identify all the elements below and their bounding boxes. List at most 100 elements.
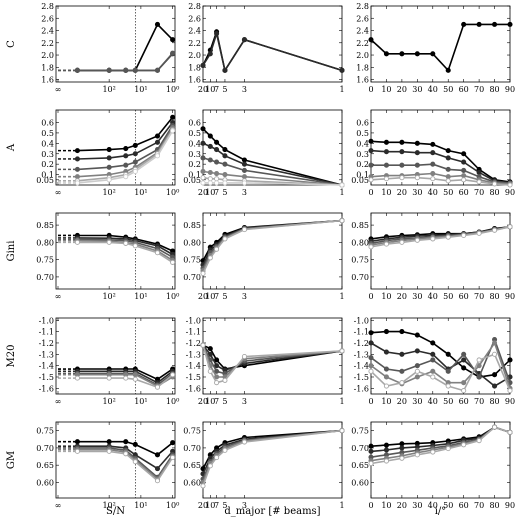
data-point [492, 340, 498, 346]
data-point [200, 342, 206, 348]
data-point [123, 67, 129, 73]
data-point [399, 239, 405, 245]
x-tick-label: 10 [381, 292, 391, 301]
data-point [414, 374, 420, 380]
data-point [399, 162, 405, 168]
data-point [414, 162, 420, 168]
x-tick-label: 60 [459, 397, 469, 406]
data-point [241, 161, 248, 167]
data-point [132, 159, 138, 165]
y-tick-label: 2.6 [188, 14, 201, 23]
x-tick-label: 50 [443, 501, 453, 510]
series-line [77, 440, 174, 456]
series-line [202, 344, 343, 375]
axes-frame [370, 109, 511, 186]
x-tick-label: 7 [214, 85, 219, 94]
data-point [222, 153, 228, 159]
data-point [430, 141, 436, 147]
y-tick-label: 0.80 [351, 238, 369, 247]
series-line [202, 30, 343, 73]
data-point [368, 340, 374, 346]
y-tick-label: 0.85 [183, 221, 201, 230]
data-point [241, 167, 248, 173]
y-tick-label: 0.75 [351, 427, 369, 436]
x-tick-label: 40 [428, 501, 438, 510]
data-point [383, 241, 389, 247]
x-tick-label: 3 [242, 501, 247, 510]
x-tick-label: ∞ [55, 85, 62, 94]
y-tick-label: 0.60 [36, 478, 54, 487]
data-point [445, 446, 451, 452]
x-tick-label: 10 [205, 292, 215, 301]
row-label: Gini [6, 241, 17, 262]
data-point [241, 439, 248, 445]
data-point [507, 388, 513, 394]
data-point [461, 159, 467, 165]
y-tick-label: 1.8 [41, 63, 54, 72]
x-tick-label: 20 [397, 292, 407, 301]
data-point [368, 460, 374, 467]
data-point [414, 368, 420, 374]
y-tick-label: 2.6 [356, 14, 369, 23]
y-tick-label: 0.75 [183, 256, 201, 265]
series-line [77, 370, 174, 384]
x-tick-label: 7 [214, 501, 219, 510]
x-tick-label: 70 [474, 85, 484, 94]
x-tick-label: 30 [412, 85, 422, 94]
x-tick-label: 70 [474, 397, 484, 406]
data-point [207, 133, 213, 139]
data-point [368, 244, 374, 250]
x-tick-label: 60 [459, 188, 469, 197]
data-point [154, 21, 161, 27]
data-point [507, 21, 513, 27]
data-point [492, 351, 498, 357]
y-tick-label: 0.85 [36, 221, 54, 230]
series-line [77, 129, 174, 182]
y-tick-label: 0.75 [351, 256, 369, 265]
x-tick-label: 60 [459, 85, 469, 94]
data-point [154, 139, 161, 145]
data-point [430, 351, 436, 357]
data-point [476, 374, 482, 380]
x-tick-label: 10⁰ [166, 85, 179, 94]
x-tick-label: 5 [222, 188, 227, 197]
y-tick-label: 1.6 [356, 76, 369, 85]
y-tick-label: 0.80 [36, 238, 54, 247]
data-point [207, 176, 213, 182]
data-point [74, 174, 80, 180]
data-point [74, 439, 80, 445]
y-tick-label: 0.5 [356, 129, 369, 138]
x-tick-label: 7 [214, 188, 219, 197]
series-line [370, 172, 511, 185]
y-tick-label: 2.8 [188, 2, 201, 11]
x-tick-label: 20 [198, 397, 208, 406]
data-point [461, 442, 467, 448]
series-line [77, 130, 174, 184]
x-tick-label: 0 [368, 188, 373, 197]
y-tick-label: 2.6 [41, 14, 54, 23]
y-tick-label: -1.4 [354, 362, 369, 371]
x-tick-label: 10¹ [134, 397, 147, 406]
y-tick-label: -1.3 [39, 350, 54, 359]
data-point [399, 329, 405, 335]
x-tick-label: 10⁰ [166, 188, 179, 197]
x-tick-label: 0 [368, 85, 373, 94]
data-point [461, 388, 467, 394]
data-point [445, 368, 451, 374]
y-tick-label: 0.70 [351, 273, 369, 282]
y-tick-label: -1.0 [39, 316, 54, 325]
x-tick-label: 20 [198, 501, 208, 510]
data-point [383, 176, 389, 182]
data-point [222, 236, 228, 242]
x-tick-label: 0 [368, 292, 373, 301]
data-point [200, 140, 206, 146]
y-tick-label: -1.1 [186, 328, 201, 337]
y-tick-label: 2.4 [41, 27, 54, 36]
data-point [154, 133, 161, 139]
data-point [106, 155, 112, 161]
data-point [383, 139, 389, 145]
data-point [106, 147, 112, 153]
x-tick-label: 90 [505, 188, 515, 197]
data-point [74, 239, 80, 245]
data-point [200, 62, 206, 69]
